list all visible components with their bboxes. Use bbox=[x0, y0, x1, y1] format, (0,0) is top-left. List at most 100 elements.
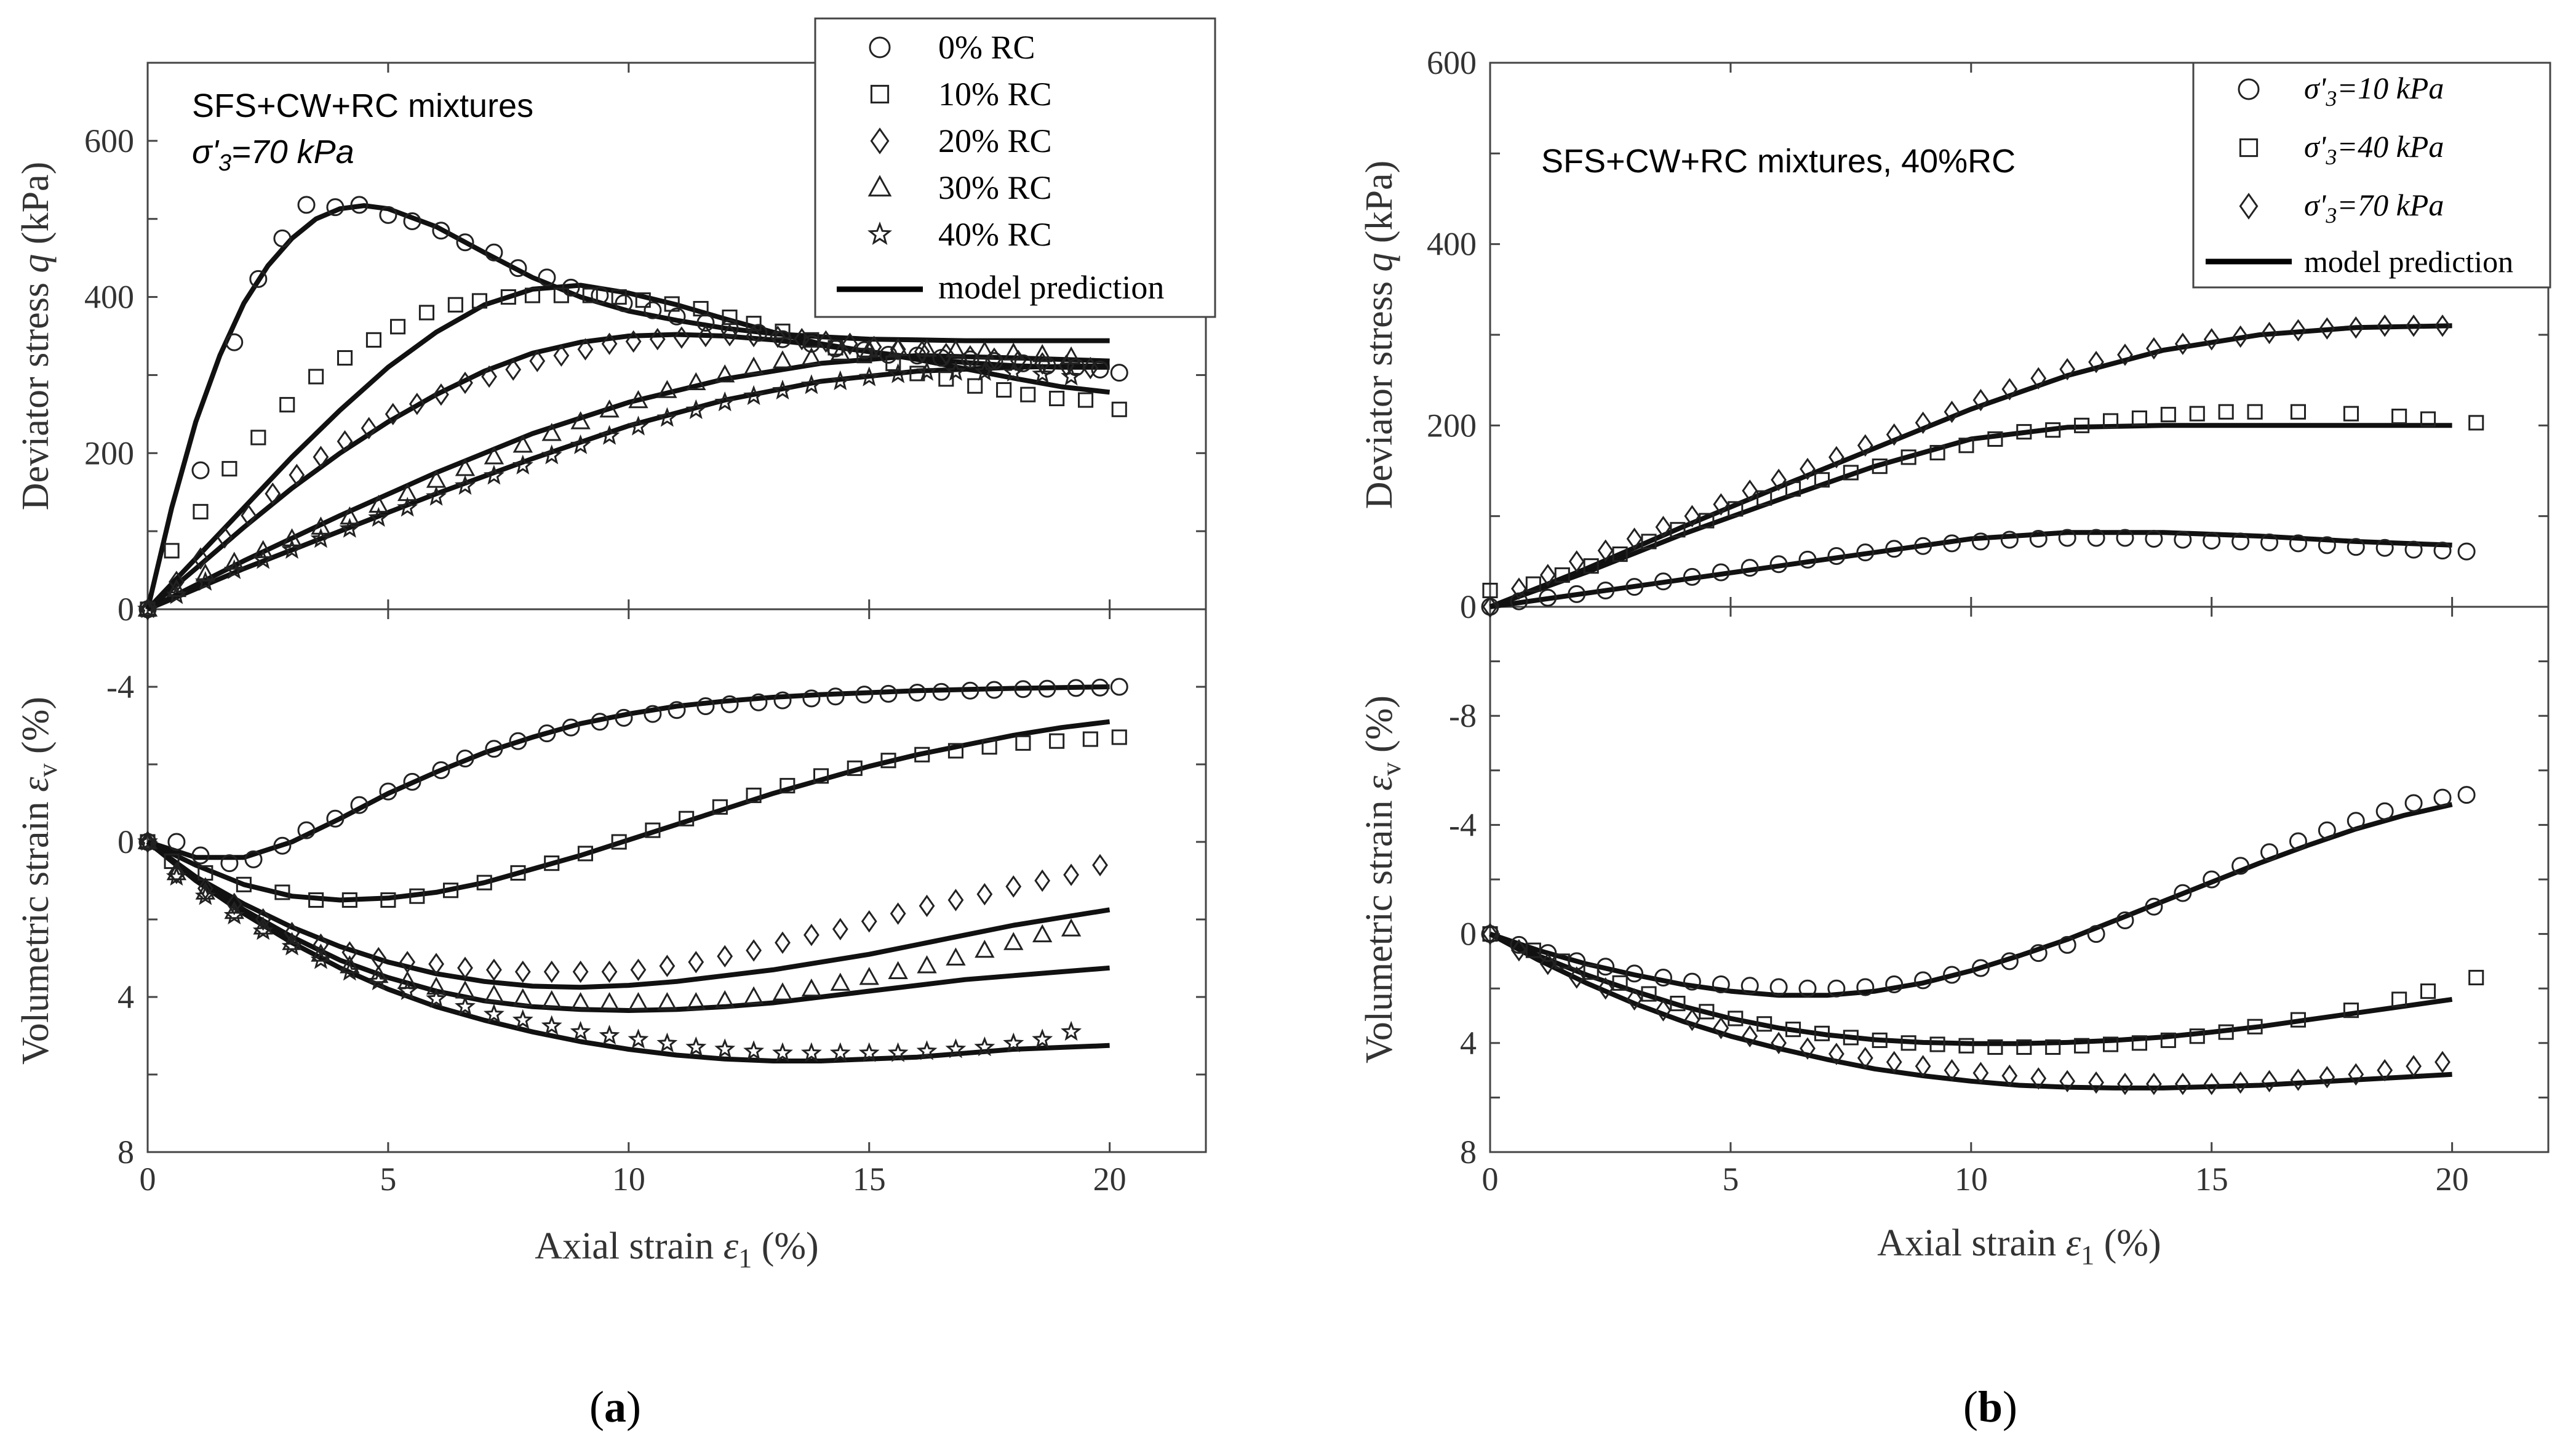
a-bot-marker-triangle bbox=[397, 971, 418, 989]
a-bot-marker-diamond bbox=[169, 862, 185, 884]
a-bot-marker-star bbox=[714, 1038, 736, 1059]
b-top-marker-circle bbox=[1654, 572, 1672, 591]
a-top-marker-diamond bbox=[457, 371, 473, 394]
a-top-marker-diamond bbox=[649, 327, 666, 351]
a-top-marker-diamond bbox=[601, 332, 618, 355]
a-bot-marker-square bbox=[164, 853, 180, 870]
b-top-marker-circle bbox=[2457, 542, 2476, 561]
a-bot-marker-circle bbox=[668, 701, 686, 719]
a-top-marker-triangle bbox=[628, 390, 648, 409]
a-bot-marker-square bbox=[274, 884, 290, 900]
a-bot-marker-circle bbox=[350, 796, 369, 814]
b-bot-marker-circle bbox=[2000, 952, 2019, 971]
a-legend-marker-diamond bbox=[870, 127, 890, 154]
a-top-marker-triangle bbox=[512, 434, 533, 453]
a-top-marker-star bbox=[743, 385, 765, 406]
b-top-marker-square bbox=[1728, 501, 1744, 517]
a-top-marker-triangle bbox=[599, 399, 620, 418]
a-annotation-sigma-symbol: σ' bbox=[192, 134, 220, 170]
a-top-marker-star bbox=[656, 407, 678, 427]
b-top-ylabel-unit: (kPa) bbox=[1358, 161, 1400, 253]
b-xlabel: Axial strain ε1 (%) bbox=[1877, 1222, 2161, 1270]
y-tick-label: -4 bbox=[106, 668, 134, 705]
a-top-model-line-7 bbox=[146, 332, 1111, 612]
a-bot-marker-diamond bbox=[659, 955, 676, 977]
a-legend-label-1: 10% RC bbox=[938, 76, 1052, 113]
b-xlabel-main: Axial strain bbox=[1877, 1222, 2066, 1264]
b-bot-marker-diamond bbox=[2434, 1051, 2450, 1074]
a-bot-marker-diamond bbox=[890, 902, 906, 925]
b-top-marker-square bbox=[1958, 438, 1974, 454]
a-top-marker-triangle bbox=[1003, 342, 1024, 361]
b-top-marker-square bbox=[1699, 513, 1715, 529]
b-top-marker-circle bbox=[2174, 530, 2192, 549]
b-bot-model-line-5 bbox=[1489, 932, 2452, 1091]
a-bot-marker-diamond bbox=[514, 960, 531, 983]
b-top-marker-diamond bbox=[1713, 493, 1729, 516]
x-tick-label: 15 bbox=[853, 1161, 886, 1198]
plot-a-bottom-frame bbox=[146, 608, 1207, 1153]
a-bot-marker-square bbox=[780, 778, 796, 794]
a-bot-marker-star bbox=[310, 949, 332, 969]
a-bot-marker-circle bbox=[1067, 679, 1085, 697]
a-annotation-sigma-rest: =70 kPa bbox=[231, 134, 354, 170]
b-bot-marker-diamond bbox=[2377, 1059, 2393, 1082]
a-top-marker-diamond bbox=[722, 324, 738, 346]
a-legend: 0% RC 10% RC 20% RC 30% RC 40% RC model … bbox=[814, 17, 1216, 318]
b-bot-marker-circle bbox=[2203, 870, 2221, 889]
a-top-marker-star bbox=[858, 366, 880, 386]
a-bottom-ylabel: Volumetric strain εv (%) bbox=[15, 697, 63, 1065]
b-bot-marker-circle bbox=[2231, 857, 2250, 875]
a-bot-marker-circle bbox=[379, 782, 397, 801]
b-top-marker-diamond bbox=[1915, 411, 1931, 434]
a-top-marker-circle bbox=[485, 243, 503, 262]
a-legend-label-2: 20% RC bbox=[938, 122, 1052, 159]
a-top-marker-diamond bbox=[794, 327, 810, 351]
b-top-marker-square bbox=[2016, 424, 2032, 440]
b-bot-marker-square bbox=[1699, 1004, 1715, 1020]
y-tick-label: 0 bbox=[118, 823, 134, 860]
a-top-marker-diamond bbox=[746, 324, 762, 348]
a-legend-label-4: 40% RC bbox=[938, 216, 1052, 253]
b-top-marker-square bbox=[2290, 404, 2307, 420]
b-legend-label-0-symbol: σ' bbox=[2304, 71, 2327, 105]
b-top-marker-diamond bbox=[1742, 479, 1758, 502]
b-top-marker-square bbox=[1987, 431, 2003, 447]
b-top-marker-diamond bbox=[1626, 527, 1643, 550]
a-top-marker-star bbox=[570, 434, 591, 454]
a-top-marker-star bbox=[310, 528, 332, 548]
a-bot-model-line-6 bbox=[146, 719, 1111, 903]
b-top-ylabel-main: Deviator stress bbox=[1358, 272, 1400, 510]
a-top-marker-circle bbox=[720, 319, 739, 337]
a-top-ylabel: Deviator stress q (kPa) bbox=[15, 162, 57, 510]
a-legend-marker-star bbox=[867, 221, 893, 245]
a-top-marker-circle bbox=[538, 268, 556, 287]
a-bot-marker-circle bbox=[1110, 678, 1128, 696]
a-bot-marker-triangle bbox=[628, 992, 648, 1011]
b-top-model-line-5 bbox=[1489, 323, 2452, 609]
b-bot-marker-circle bbox=[2058, 935, 2076, 954]
b-xlabel-ital: ε bbox=[2066, 1222, 2081, 1264]
a-bot-marker-circle bbox=[273, 836, 292, 855]
b-bot-marker-diamond bbox=[2203, 1073, 2220, 1095]
a-top-marker-triangle bbox=[166, 578, 187, 598]
a-bot-marker-triangle bbox=[801, 978, 822, 997]
a-bot-marker-triangle bbox=[888, 961, 908, 979]
a-top-marker-square bbox=[193, 503, 209, 519]
a-bot-marker-triangle bbox=[975, 939, 995, 958]
b-top-marker-diamond bbox=[1972, 388, 1989, 412]
b-bot-marker-diamond bbox=[1568, 966, 1585, 989]
b-top-marker-square bbox=[1814, 472, 1830, 488]
a-top-marker-diamond bbox=[385, 402, 401, 426]
a-bot-marker-diamond bbox=[226, 892, 242, 915]
a-top-marker-star bbox=[800, 374, 822, 394]
a-top-marker-circle bbox=[249, 270, 268, 288]
b-bottom-markers bbox=[1481, 786, 2484, 1095]
b-bottom-ylabel-sub: v bbox=[1376, 762, 1406, 775]
a-top-marker-square bbox=[582, 287, 598, 303]
x-tick-label: 5 bbox=[380, 1161, 396, 1198]
b-bot-marker-diamond bbox=[1857, 1046, 1873, 1070]
b-bot-marker-diamond bbox=[2030, 1067, 2047, 1090]
